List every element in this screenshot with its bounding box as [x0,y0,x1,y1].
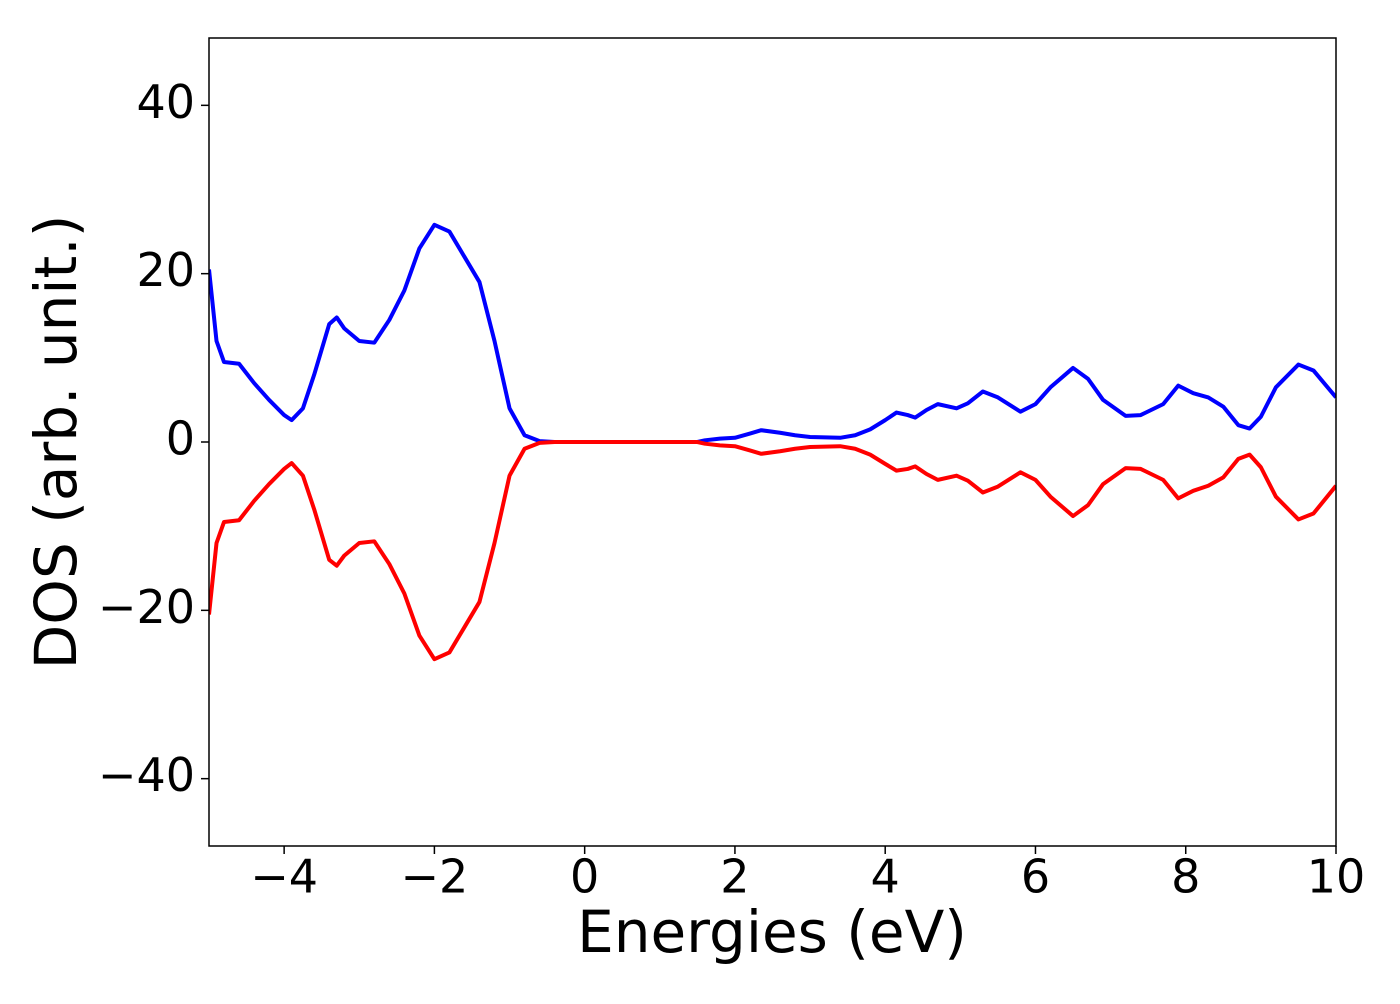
x-tick-label: 6 [1021,850,1050,904]
x-tick-label: 2 [720,850,749,904]
y-tick-label: −40 [98,748,195,802]
x-tick-label: 4 [871,850,900,904]
y-tick-label: 20 [136,243,195,297]
y-tick-label: 0 [166,412,195,466]
dos-line [209,440,1336,662]
y-tick-label: 40 [136,75,195,129]
x-tick-label: 8 [1171,850,1200,904]
dos-line [209,222,1336,444]
x-tick-label: 0 [570,850,599,904]
x-tick-label: 10 [1307,850,1366,904]
x-tick-label: −4 [250,850,318,904]
y-tick-label: −20 [98,580,195,634]
y-axis-label: DOS (arb. unit.) [22,215,90,670]
x-tick-label: −2 [400,850,468,904]
plot-frame [208,37,1337,847]
x-axis-label: Energies (eV) [577,898,967,966]
